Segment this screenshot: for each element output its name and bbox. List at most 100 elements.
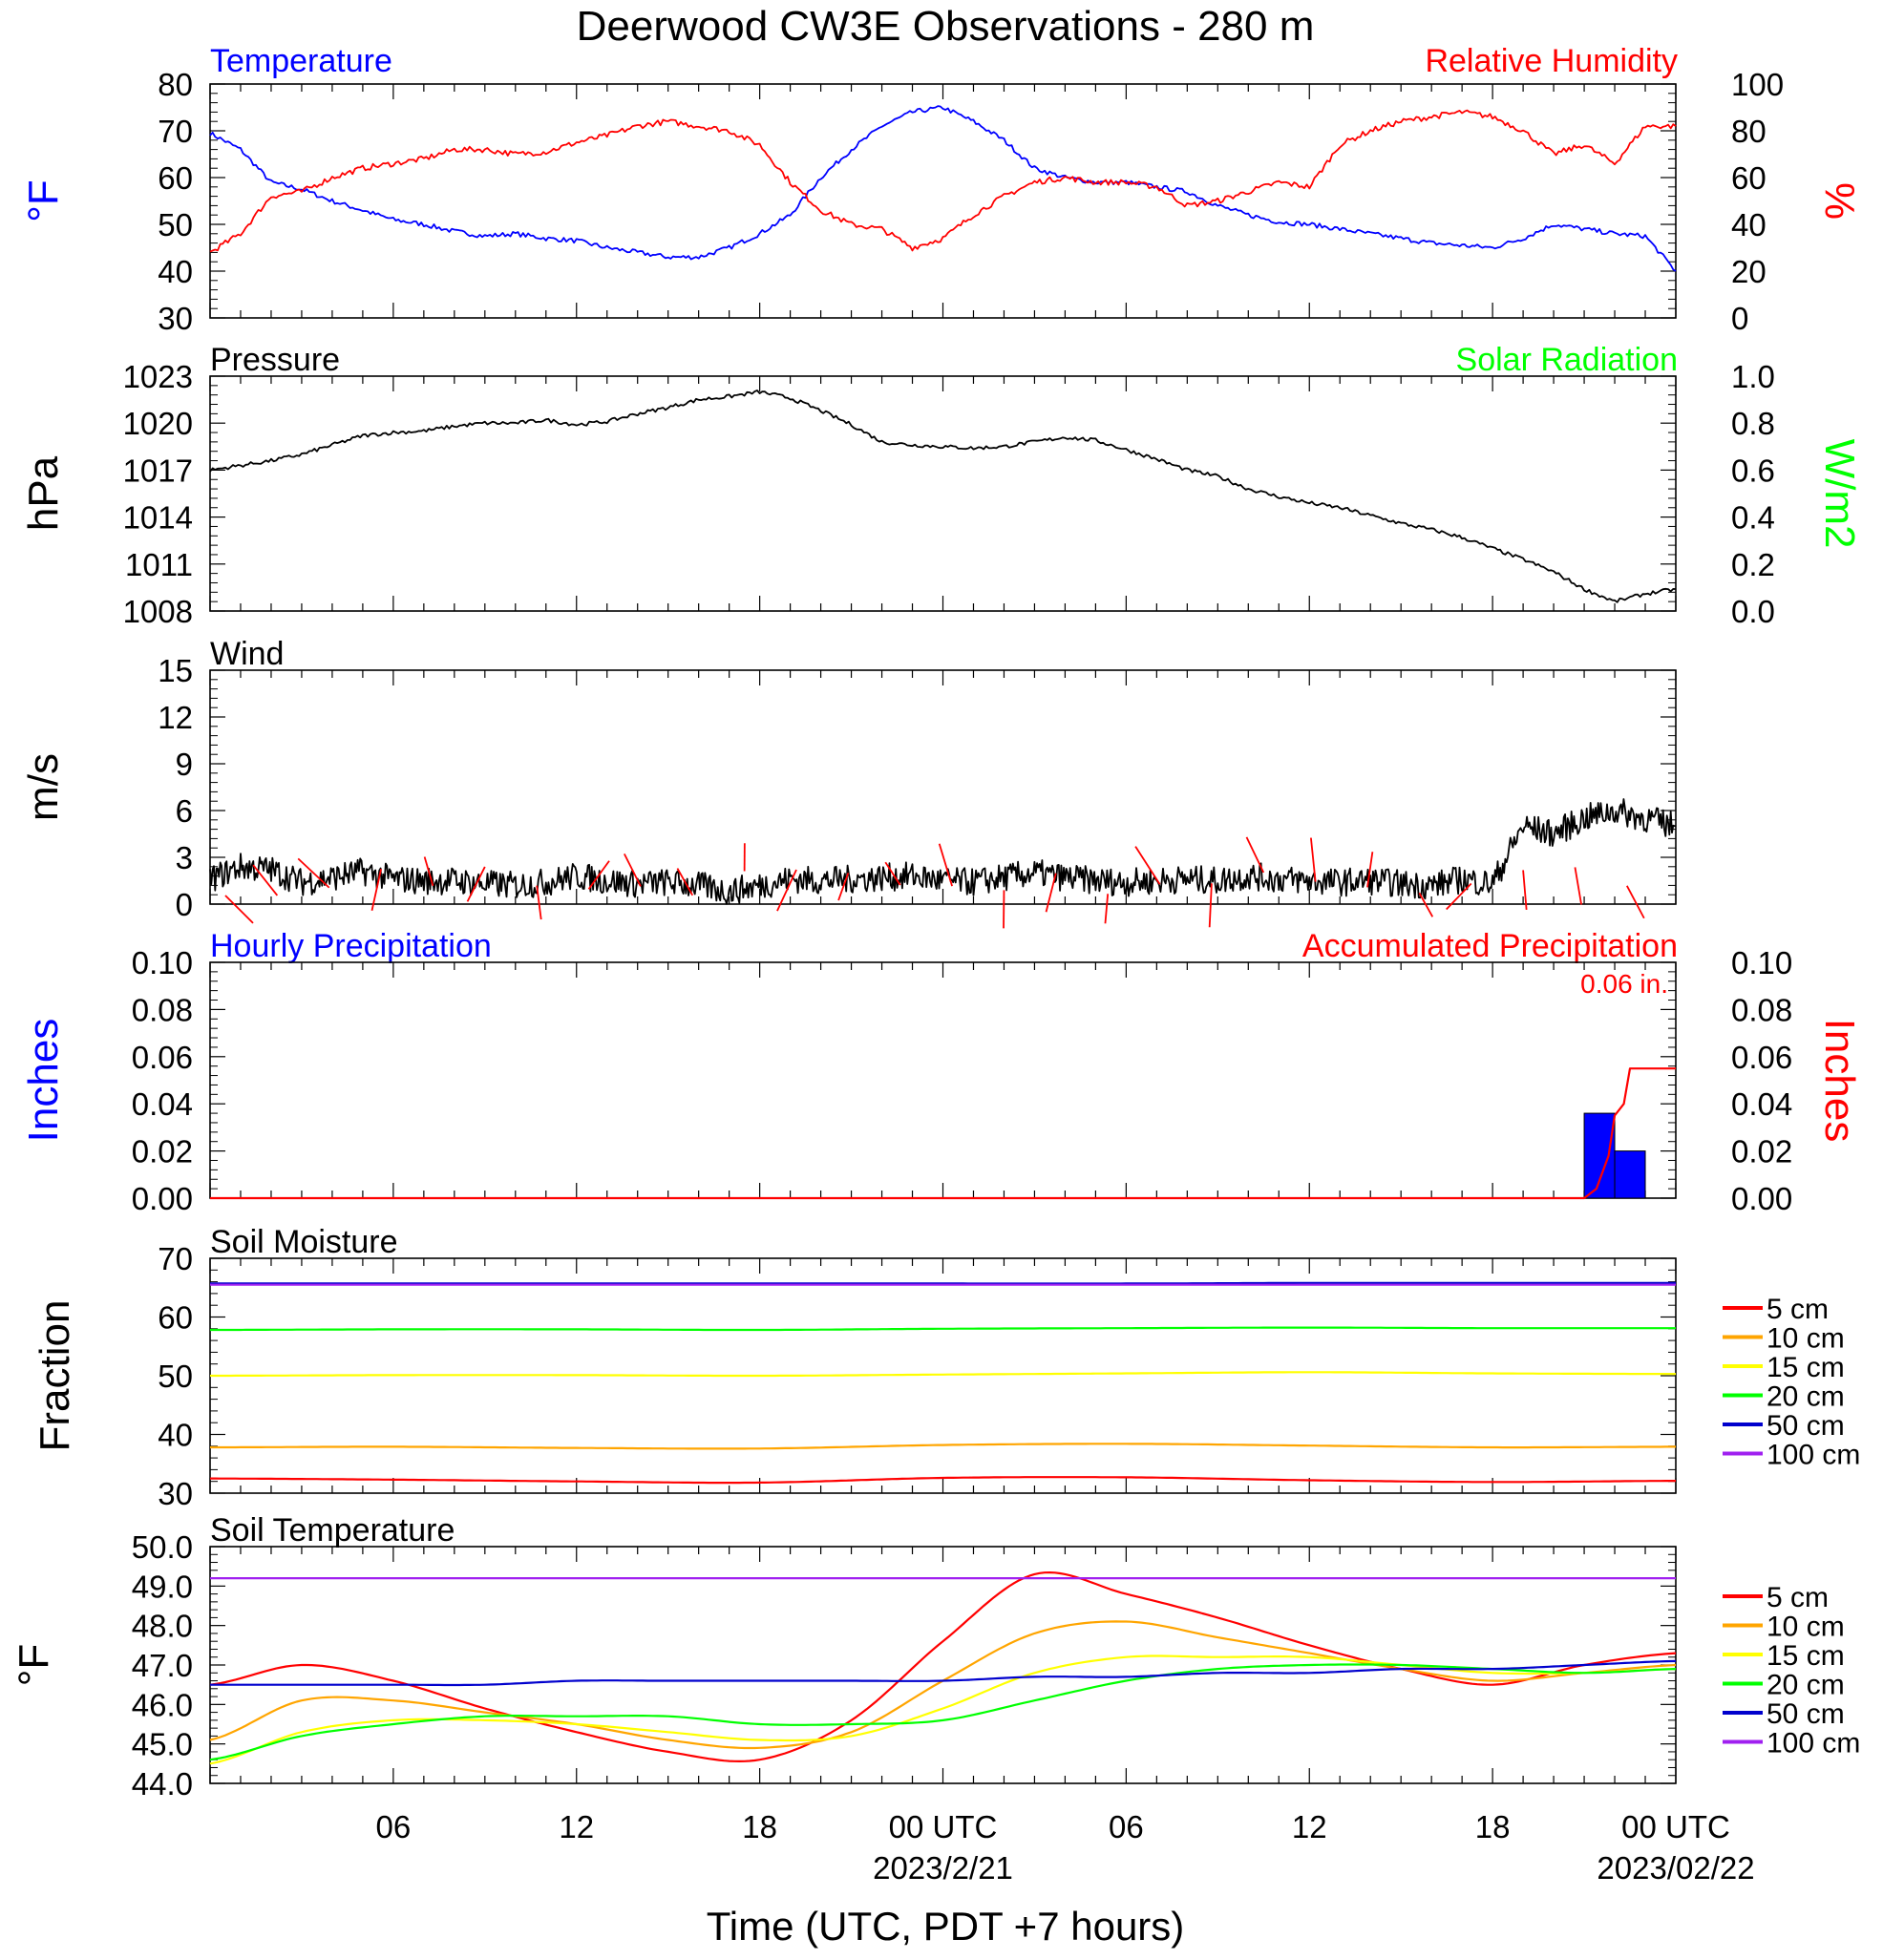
- y-tick-label-right: 0: [1731, 301, 1748, 336]
- x-tick-label: 00 UTC: [889, 1809, 998, 1844]
- y-tick-label-left: 0.00: [132, 1181, 193, 1216]
- y-tick-label-left: 6: [176, 793, 193, 829]
- wind-barb: [1418, 892, 1434, 917]
- wind-barb: [1522, 870, 1528, 911]
- y-tick-label-left: 48.0: [132, 1609, 193, 1644]
- y-tick-label-right: 0.08: [1731, 992, 1792, 1027]
- wind-barb: [837, 873, 850, 901]
- legend-label: 50 cm: [1767, 1698, 1845, 1730]
- y-tick-label-right: 0.8: [1731, 406, 1775, 441]
- series-line-1: [209, 109, 1677, 253]
- y-tick-label-left: 0.02: [132, 1134, 193, 1170]
- y-axis-label-left: Fraction: [32, 1300, 78, 1452]
- y-tick-label-left: 1020: [123, 406, 193, 441]
- wind-barb: [776, 869, 797, 912]
- panel-title-left: Soil Moisture: [210, 1224, 398, 1260]
- series-line-0: [209, 105, 1677, 272]
- y-tick-label-left: 1023: [123, 359, 193, 394]
- panel-title-left: Pressure: [210, 342, 340, 378]
- legend-label: 5 cm: [1767, 1294, 1829, 1325]
- panel-precipitation: Hourly Precipitation Accumulated Precipit…: [20, 928, 1863, 1216]
- x-tick-label: 12: [1292, 1809, 1327, 1844]
- y-tick-label-right: 1.0: [1731, 359, 1775, 394]
- y-axis-label-right: W/m2: [1816, 439, 1863, 549]
- y-tick-label-right: 60: [1731, 160, 1767, 196]
- y-tick-label-left: 40: [158, 254, 193, 289]
- panel-temperature-humidity: Temperature Relative Humidity °F % 80 70 60 50 4…: [20, 43, 1863, 336]
- y-tick-label-right: 40: [1731, 207, 1767, 242]
- y-tick-label-left: 9: [176, 747, 193, 782]
- y-tick-label-right: 0.4: [1731, 500, 1775, 536]
- x-tick-label: 00 UTC: [1621, 1809, 1730, 1844]
- wind-barb: [1446, 882, 1472, 911]
- legend-label: 10 cm: [1767, 1323, 1845, 1355]
- legend-label: 10 cm: [1767, 1612, 1845, 1643]
- y-tick-label-left: 1011: [125, 547, 193, 582]
- y-axis-label-right: %: [1816, 182, 1863, 220]
- y-tick-label-right: 0.04: [1731, 1086, 1792, 1122]
- y-tick-label-right: 100: [1731, 67, 1784, 102]
- x-axis-label: Time (UTC, PDT +7 hours): [707, 1904, 1185, 1949]
- y-tick-label-left: 50: [158, 1359, 193, 1394]
- y-tick-label-right: 0.10: [1731, 945, 1792, 980]
- panel-title-left: Temperature: [210, 43, 392, 79]
- legend-label: 100 cm: [1767, 1440, 1860, 1471]
- y-tick-label-left: 44.0: [132, 1766, 193, 1802]
- wind-barb: [466, 866, 486, 902]
- panel-soil-temperature: Soil Temperature °F 50.0 49.0 48.0 47.0 46.0 45…: [11, 1512, 1860, 1802]
- series-line-5-cm: [210, 1476, 1676, 1485]
- wind-barb: [624, 853, 642, 887]
- wind-barb: [587, 860, 610, 890]
- panel-pressure: Pressure Solar Radiation hPa W/m2 1023 1020 10…: [20, 342, 1863, 629]
- series-line-20-cm: [209, 1663, 1677, 1761]
- series-line-15-cm: [210, 1371, 1677, 1378]
- y-axis-label-left: m/s: [20, 753, 67, 821]
- panel-title-left: Hourly Precipitation: [210, 928, 492, 964]
- wind-barb: [1208, 883, 1213, 928]
- x-tick-label: 06: [1109, 1809, 1144, 1844]
- panel-title-right: Solar Radiation: [1456, 342, 1678, 378]
- wind-barb: [1366, 852, 1374, 888]
- panel-title-right: Accumulated Precipitation: [1302, 928, 1678, 964]
- y-tick-label-left: 1014: [123, 500, 193, 536]
- wind-barb: [423, 856, 434, 887]
- y-tick-label-right: 0.00: [1731, 1181, 1792, 1216]
- series-line-50-cm: [210, 1281, 1676, 1285]
- accumulated-total-label: 0.06 in.: [1580, 969, 1668, 999]
- legend-label: 5 cm: [1767, 1582, 1829, 1613]
- wind-barb: [1134, 846, 1161, 885]
- panel-title-left: Wind: [210, 636, 284, 672]
- y-axis-label-right: Inches: [1816, 1019, 1863, 1143]
- y-tick-label-left: 0: [176, 887, 193, 922]
- legend-label: 50 cm: [1767, 1410, 1845, 1442]
- panel-wind: Wind m/s 15 12 9 6 3 0: [20, 636, 1677, 929]
- y-tick-label-left: 1017: [123, 453, 193, 488]
- series-line-0: [209, 798, 1677, 905]
- y-tick-label-right: 0.02: [1731, 1134, 1792, 1170]
- wind-barb: [1574, 867, 1582, 905]
- y-tick-label-left: 49.0: [132, 1569, 193, 1604]
- y-tick-label-left: 0.10: [132, 945, 193, 980]
- y-tick-label-left: 30: [158, 1476, 193, 1511]
- y-tick-label-left: 0.06: [132, 1040, 193, 1075]
- wind-barb: [297, 857, 330, 889]
- wind-barb: [1245, 836, 1265, 874]
- wind-barb: [884, 861, 901, 886]
- wind-barb: [1104, 894, 1110, 924]
- hourly-precip-bar: [1583, 1112, 1616, 1199]
- wind-barb: [224, 895, 254, 924]
- y-tick-label-left: 50: [158, 207, 193, 242]
- x-tick-label: 18: [1475, 1809, 1511, 1844]
- y-tick-label-left: 0.04: [132, 1086, 193, 1122]
- wind-barb: [536, 885, 542, 920]
- y-axis-label-left: Inches: [20, 1019, 67, 1143]
- series-line-10-cm: [210, 1443, 1676, 1450]
- y-tick-label-right: 0.2: [1731, 547, 1775, 582]
- y-tick-label-left: 40: [158, 1418, 193, 1453]
- wind-barb: [252, 864, 279, 896]
- y-axis-label-left: °F: [20, 179, 67, 221]
- accumulated-precip-line: [210, 1067, 1676, 1200]
- time-axis: Time (UTC, PDT +7 hours) 06 12 18 00 UTC 06 1…: [376, 1809, 1755, 1949]
- y-tick-label-right: 80: [1731, 114, 1767, 149]
